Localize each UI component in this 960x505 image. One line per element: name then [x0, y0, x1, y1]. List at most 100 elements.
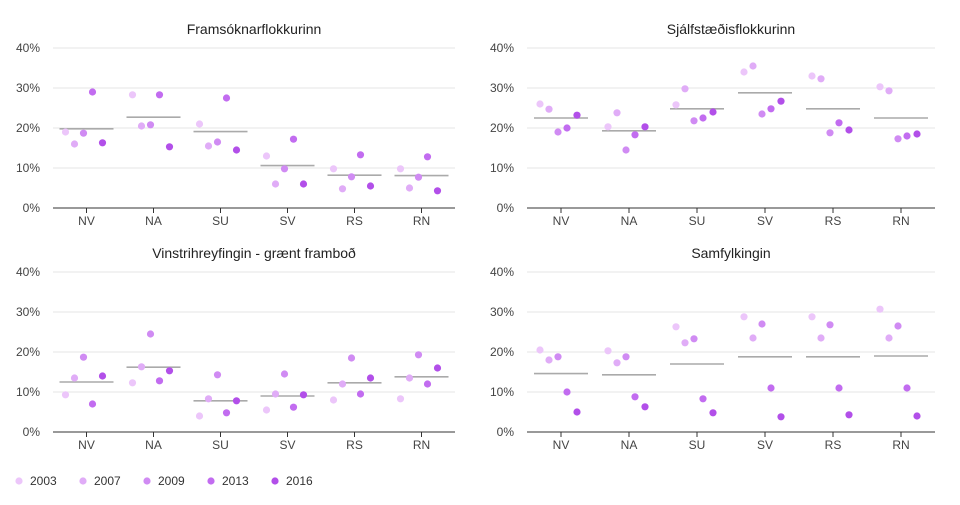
y-tick-label: 40%	[490, 265, 514, 279]
y-tick-label: 10%	[490, 385, 514, 399]
x-tick-label: NV	[78, 438, 95, 452]
data-point-2007	[545, 356, 553, 364]
legend-label: 2007	[94, 474, 121, 488]
x-tick-label: RN	[413, 214, 430, 228]
data-point-2009	[347, 173, 356, 181]
data-point-2003	[128, 91, 137, 99]
data-point-2009	[79, 129, 88, 137]
data-point-2013	[903, 384, 911, 392]
data-point-2016	[366, 182, 375, 190]
data-point-2003	[195, 120, 204, 128]
data-point-2007	[817, 334, 825, 342]
data-point-2007	[338, 380, 347, 388]
data-point-2003	[604, 347, 612, 355]
data-point-2013	[767, 105, 775, 113]
data-point-2016	[641, 403, 649, 411]
chart-title: Framsóknarflokkurinn	[187, 21, 322, 37]
data-point-2013	[563, 124, 571, 132]
x-tick-label: RS	[825, 214, 842, 228]
data-point-2003	[808, 313, 816, 321]
data-point-2003	[329, 165, 338, 173]
x-tick-label: SV	[279, 438, 295, 452]
data-point-2003	[536, 346, 544, 354]
x-tick-label: SU	[689, 214, 706, 228]
data-point-2016	[913, 412, 921, 420]
data-point-2007	[885, 87, 893, 95]
legend-swatch	[143, 477, 151, 485]
data-point-2013	[222, 94, 231, 102]
x-tick-label: RS	[346, 438, 363, 452]
data-point-2016	[573, 111, 581, 119]
y-tick-label: 10%	[490, 161, 514, 175]
x-tick-label: NA	[145, 438, 162, 452]
y-tick-label: 30%	[490, 305, 514, 319]
data-point-2007	[271, 180, 280, 188]
data-point-2016	[232, 146, 241, 154]
data-point-2016	[366, 374, 375, 382]
legend-swatch	[15, 477, 23, 485]
x-tick-label: RS	[346, 214, 363, 228]
x-tick-label: SV	[279, 214, 295, 228]
data-point-2007	[405, 184, 414, 192]
data-point-2007	[204, 395, 213, 403]
y-tick-label: 20%	[490, 121, 514, 135]
data-point-2013	[289, 135, 298, 143]
data-point-2007	[749, 62, 757, 70]
data-point-2007	[70, 140, 79, 148]
data-point-2016	[433, 187, 442, 195]
data-point-2003	[396, 395, 405, 403]
x-tick-label: SV	[757, 438, 773, 452]
data-point-2009	[146, 330, 155, 338]
data-point-2013	[699, 395, 707, 403]
x-tick-label: NA	[145, 214, 162, 228]
x-tick-label: SV	[757, 214, 773, 228]
data-point-2007	[885, 334, 893, 342]
data-point-2013	[289, 403, 298, 411]
data-point-2016	[709, 409, 717, 417]
data-point-2003	[536, 100, 544, 108]
chart-title: Samfylkingin	[691, 245, 770, 261]
data-point-2016	[913, 130, 921, 138]
data-point-2009	[213, 138, 222, 146]
data-point-2009	[213, 371, 222, 379]
data-point-2013	[423, 153, 432, 161]
data-point-2013	[903, 132, 911, 140]
x-tick-label: NA	[621, 214, 638, 228]
data-point-2009	[146, 121, 155, 129]
data-point-2016	[641, 123, 649, 131]
data-point-2009	[414, 351, 423, 359]
data-point-2003	[740, 68, 748, 76]
data-point-2009	[79, 353, 88, 361]
legend-swatch	[79, 477, 87, 485]
data-point-2016	[165, 143, 174, 151]
y-tick-label: 20%	[16, 345, 40, 359]
data-point-2016	[299, 391, 308, 399]
data-point-2013	[88, 88, 97, 96]
data-point-2009	[280, 370, 289, 378]
data-point-2013	[155, 377, 164, 385]
data-point-2007	[137, 363, 146, 371]
x-tick-label: RN	[892, 438, 909, 452]
y-tick-label: 20%	[16, 121, 40, 135]
data-point-2007	[338, 185, 347, 193]
data-point-2007	[70, 374, 79, 382]
data-point-2007	[681, 85, 689, 93]
x-tick-label: RS	[825, 438, 842, 452]
x-tick-label: RN	[413, 438, 430, 452]
data-point-2007	[204, 142, 213, 150]
x-tick-label: NV	[553, 214, 570, 228]
data-point-2007	[817, 75, 825, 83]
data-point-2007	[613, 109, 621, 117]
data-point-2009	[894, 135, 902, 143]
data-point-2016	[98, 139, 107, 147]
x-tick-label: NV	[553, 438, 570, 452]
data-point-2007	[405, 374, 414, 382]
data-point-2003	[262, 406, 271, 414]
x-tick-label: SU	[212, 438, 229, 452]
data-point-2009	[690, 335, 698, 343]
data-point-2003	[672, 101, 680, 109]
data-point-2016	[777, 413, 785, 421]
x-tick-label: SU	[689, 438, 706, 452]
